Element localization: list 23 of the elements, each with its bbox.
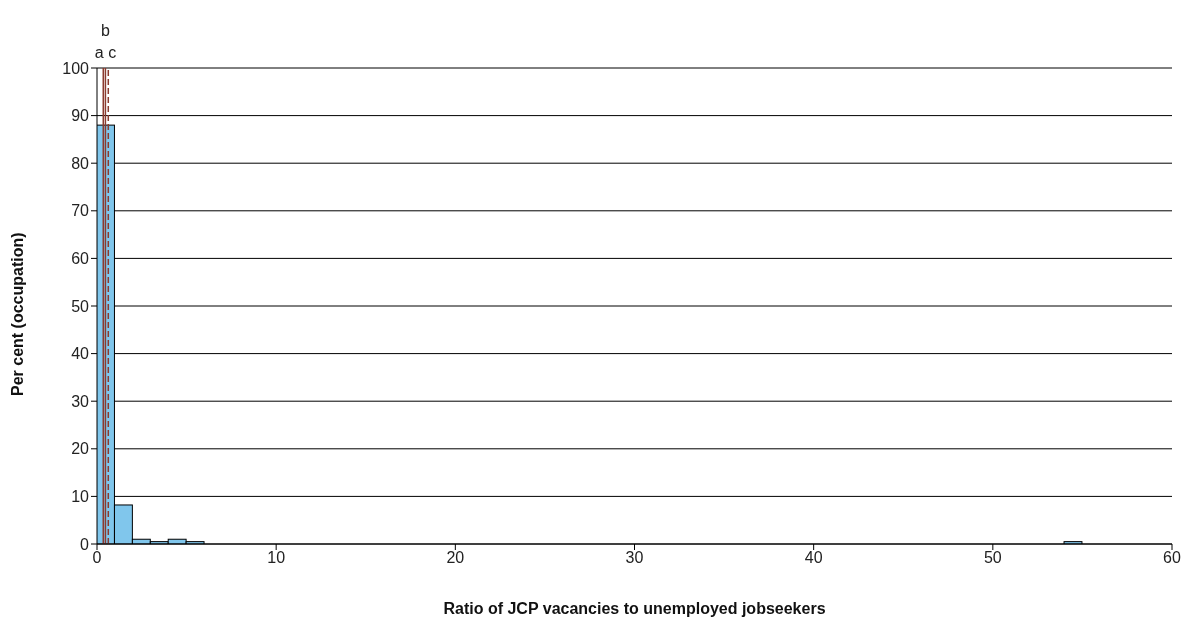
x-tick-label: 30 [625, 549, 644, 567]
ref-line-label: c [108, 44, 117, 61]
ref-line-label: a [94, 44, 104, 61]
y-tick-label: 70 [71, 202, 90, 220]
x-tick-label: 20 [446, 549, 465, 567]
y-tick-label: 100 [62, 59, 90, 77]
y-tick-label: 60 [71, 250, 90, 268]
y-tick-label: 90 [71, 107, 90, 125]
y-tick-label: 40 [71, 345, 90, 363]
y-tick-label: 80 [71, 154, 90, 172]
x-tick-label: 0 [92, 549, 102, 567]
x-tick-label: 40 [804, 549, 823, 567]
y-tick-label: 10 [71, 488, 90, 506]
y-tick-label: 20 [71, 440, 90, 458]
y-tick-label: 30 [71, 392, 90, 410]
ref-line-label: b [100, 22, 110, 39]
y-tick-label: 50 [71, 297, 90, 315]
x-tick-label: 10 [267, 549, 286, 567]
x-tick-label: 60 [1163, 549, 1181, 567]
x-tick-label: 50 [983, 549, 1002, 567]
y-tick-label: 0 [80, 535, 90, 553]
x-axis-title: Ratio of JCP vacancies to unemployed jobseekers [443, 600, 826, 617]
y-axis-title: Per cent (occupation) [8, 232, 26, 396]
